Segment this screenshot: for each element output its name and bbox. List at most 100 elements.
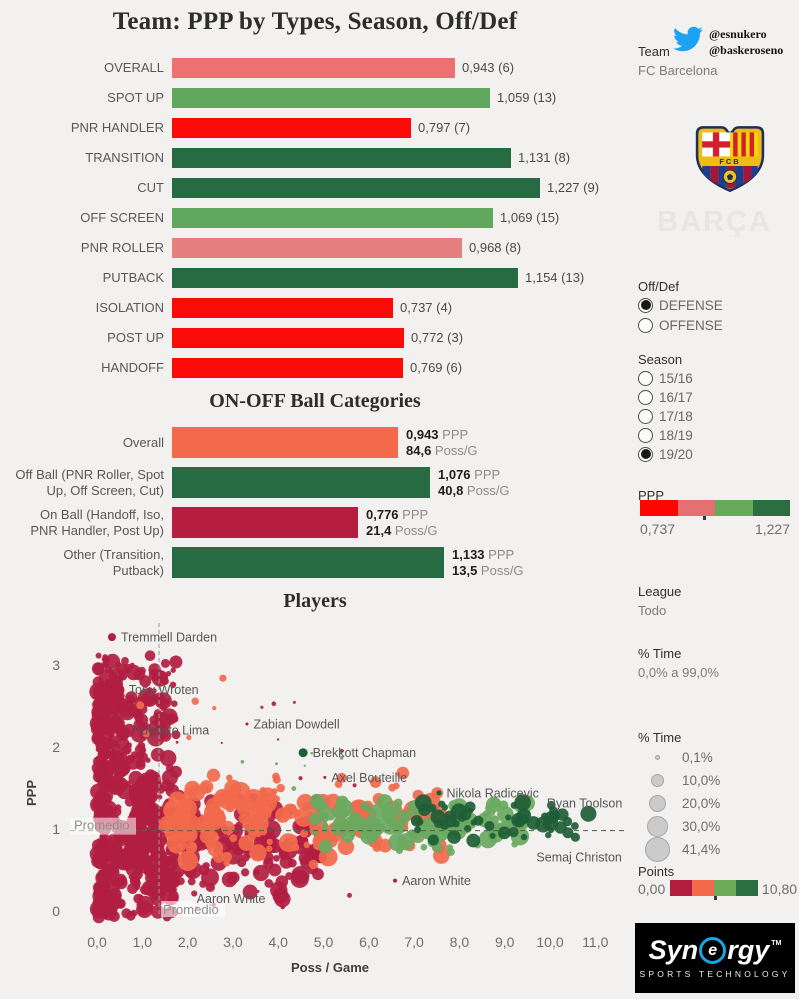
size-legend-circle-icon bbox=[640, 836, 674, 862]
bar-cut[interactable] bbox=[172, 178, 540, 198]
bar-transition[interactable] bbox=[172, 148, 511, 168]
bar-value-label: 0,769 (6) bbox=[410, 360, 463, 375]
size-legend-item-200[interactable]: 20,0% bbox=[640, 792, 720, 814]
bar-post-up[interactable] bbox=[172, 328, 404, 348]
radio-season-19-20[interactable]: 19/20 bbox=[638, 445, 693, 463]
offdef-filter-label: Off/Def bbox=[638, 279, 679, 294]
svg-text:Ryan Toolson: Ryan Toolson bbox=[547, 796, 623, 810]
radio-season-16-17[interactable]: 16/17 bbox=[638, 388, 693, 406]
svg-text:0: 0 bbox=[52, 903, 60, 919]
size-legend-item-100[interactable]: 10,0% bbox=[640, 769, 720, 791]
radio-unselected-icon bbox=[638, 370, 653, 386]
x-tick-label: 1,0 bbox=[132, 934, 153, 950]
bar-handoff[interactable] bbox=[172, 358, 403, 378]
twitter-handle-2[interactable]: @baskeroseno bbox=[709, 43, 784, 57]
bar-category-label: TRANSITION bbox=[85, 150, 164, 165]
bar-putback[interactable] bbox=[172, 268, 518, 288]
bar-category-label: POST UP bbox=[107, 330, 164, 345]
size-legend-value: 20,0% bbox=[682, 795, 721, 811]
scatter-x-axis: 0,0 1,0 2,0 3,0 4,0 5,0 6,0 7,0 8,0 9,0 10,0 11,0 bbox=[0, 934, 630, 952]
radio-unselected-icon bbox=[638, 408, 653, 424]
legend-color-segment bbox=[715, 500, 753, 516]
onoff-value-label: 1,076 PPP 40,8 Poss/G bbox=[438, 467, 510, 498]
bar-value-label: 1,069 (15) bbox=[500, 210, 560, 225]
radio-option-label: 17/18 bbox=[659, 408, 693, 424]
time-filter-label: % Time bbox=[638, 646, 682, 661]
svg-text:Tony Wroten: Tony Wroten bbox=[129, 683, 199, 697]
svg-text:Aaron White: Aaron White bbox=[197, 892, 266, 906]
bar-category-label: PNR HANDLER bbox=[70, 120, 164, 135]
bar-row-cut: CUT 1,227 (9) bbox=[0, 173, 630, 203]
onoff-bar-row: On Ball (Handoff, Iso, PNR Handler, Post… bbox=[0, 503, 630, 543]
fc-barcelona-crest: FCB bbox=[695, 126, 765, 193]
radio-season-17-18[interactable]: 17/18 bbox=[638, 407, 693, 425]
bar-row-overall: OVERALL 0,943 (6) bbox=[0, 53, 630, 83]
bar-value-label: 1,227 (9) bbox=[547, 180, 600, 195]
barca-watermark: BARÇA bbox=[657, 206, 772, 238]
scatter-x-axis-label: Poss / Game bbox=[290, 960, 370, 975]
bar-value-label: 0,797 (7) bbox=[418, 120, 471, 135]
svg-text:Semaj Christon: Semaj Christon bbox=[536, 850, 621, 864]
radio-option-label: 18/19 bbox=[659, 427, 693, 443]
bar-row-pnr-roller: PNR ROLLER 0,968 (8) bbox=[0, 233, 630, 263]
radio-season-15-16[interactable]: 15/16 bbox=[638, 369, 693, 387]
bar-row-spot-up: SPOT UP 1,059 (13) bbox=[0, 83, 630, 113]
on-off-title: ON-OFF Ball Categories bbox=[209, 390, 421, 412]
onoff-category-label: Overall bbox=[122, 435, 164, 450]
bar-value-label: 0,772 (3) bbox=[411, 330, 464, 345]
bar-spot-up[interactable] bbox=[172, 88, 490, 108]
players-scatter[interactable]: Promedio Promedio 0 1 2 3 PPP Tremmell Darden To… bbox=[0, 613, 630, 925]
onoff-bar[interactable] bbox=[172, 507, 358, 538]
bar-pnr-handler[interactable] bbox=[172, 118, 411, 138]
bar-overall[interactable] bbox=[172, 58, 455, 78]
x-tick-label: 3,0 bbox=[223, 934, 243, 950]
bar-category-label: SPOT UP bbox=[107, 90, 164, 105]
x-tick-label: 5,0 bbox=[313, 934, 334, 950]
ppp-color-legend[interactable] bbox=[640, 500, 790, 516]
ppp-legend-max: 1,227 bbox=[754, 521, 790, 537]
legend-color-segment bbox=[677, 500, 715, 516]
synergy-logo: Syn e rgy TM SPORTS TECHNOLOGY bbox=[635, 923, 795, 993]
bar-value-label: 0,737 (4) bbox=[400, 300, 453, 315]
legend-color-segment bbox=[714, 880, 736, 896]
x-tick-label: 6,0 bbox=[359, 934, 379, 950]
size-legend-item-414[interactable]: 41,4% bbox=[640, 836, 720, 862]
bar-value-label: 1,059 (13) bbox=[497, 90, 557, 105]
svg-text:Tremmell Darden: Tremmell Darden bbox=[121, 631, 217, 645]
onoff-bar[interactable] bbox=[172, 547, 444, 578]
x-tick-label: 0,0 bbox=[87, 934, 107, 950]
on-off-ball-chart: Overall 0,943 PPP 84,6 Poss/G Off Ball (PNR… bbox=[0, 423, 630, 585]
svg-text:Aaron White: Aaron White bbox=[402, 874, 471, 888]
points-legend-max: 10,80 bbox=[762, 881, 798, 897]
radio-offdef-defense[interactable]: DEFENSE bbox=[638, 296, 723, 314]
size-legend-item-01[interactable]: 0,1% bbox=[640, 746, 713, 768]
legend-color-segment bbox=[640, 500, 678, 516]
radio-selected-icon bbox=[638, 297, 653, 313]
twitter-icon bbox=[673, 26, 704, 52]
players-title: Players bbox=[283, 590, 347, 612]
onoff-bar-row: Off Ball (PNR Roller, Spot Up, Off Scree… bbox=[0, 463, 630, 503]
synergy-e-swirl: e bbox=[699, 937, 727, 964]
radio-option-label: 19/20 bbox=[659, 446, 693, 462]
radio-offdef-offense[interactable]: OFFENSE bbox=[638, 316, 723, 334]
onoff-category-label: Off Ball (PNR Roller, Spot Up, Off Scree… bbox=[15, 467, 164, 498]
x-tick-label: 7,0 bbox=[404, 934, 424, 950]
radio-season-18-19[interactable]: 18/19 bbox=[638, 426, 693, 444]
size-legend-item-300[interactable]: 30,0% bbox=[640, 815, 720, 837]
svg-text:Augusto Lima: Augusto Lima bbox=[133, 723, 209, 737]
team-filter-value: FC Barcelona bbox=[638, 63, 718, 78]
points-color-legend[interactable] bbox=[670, 880, 758, 896]
radio-unselected-icon bbox=[638, 427, 653, 443]
twitter-handle-1[interactable]: @esnukero bbox=[709, 27, 767, 41]
onoff-bar[interactable] bbox=[172, 427, 398, 458]
onoff-bar[interactable] bbox=[172, 467, 430, 498]
svg-text:Axel Bouteille: Axel Bouteille bbox=[331, 771, 407, 785]
x-tick-label: 9,0 bbox=[494, 934, 515, 950]
bar-value-label: 0,943 (6) bbox=[462, 60, 515, 75]
bar-off-screen[interactable] bbox=[172, 208, 493, 228]
ppp-legend-label: PPP bbox=[638, 488, 665, 503]
bar-pnr-roller[interactable] bbox=[172, 238, 462, 258]
bar-category-label: CUT bbox=[137, 180, 164, 195]
bar-isolation[interactable] bbox=[172, 298, 393, 318]
